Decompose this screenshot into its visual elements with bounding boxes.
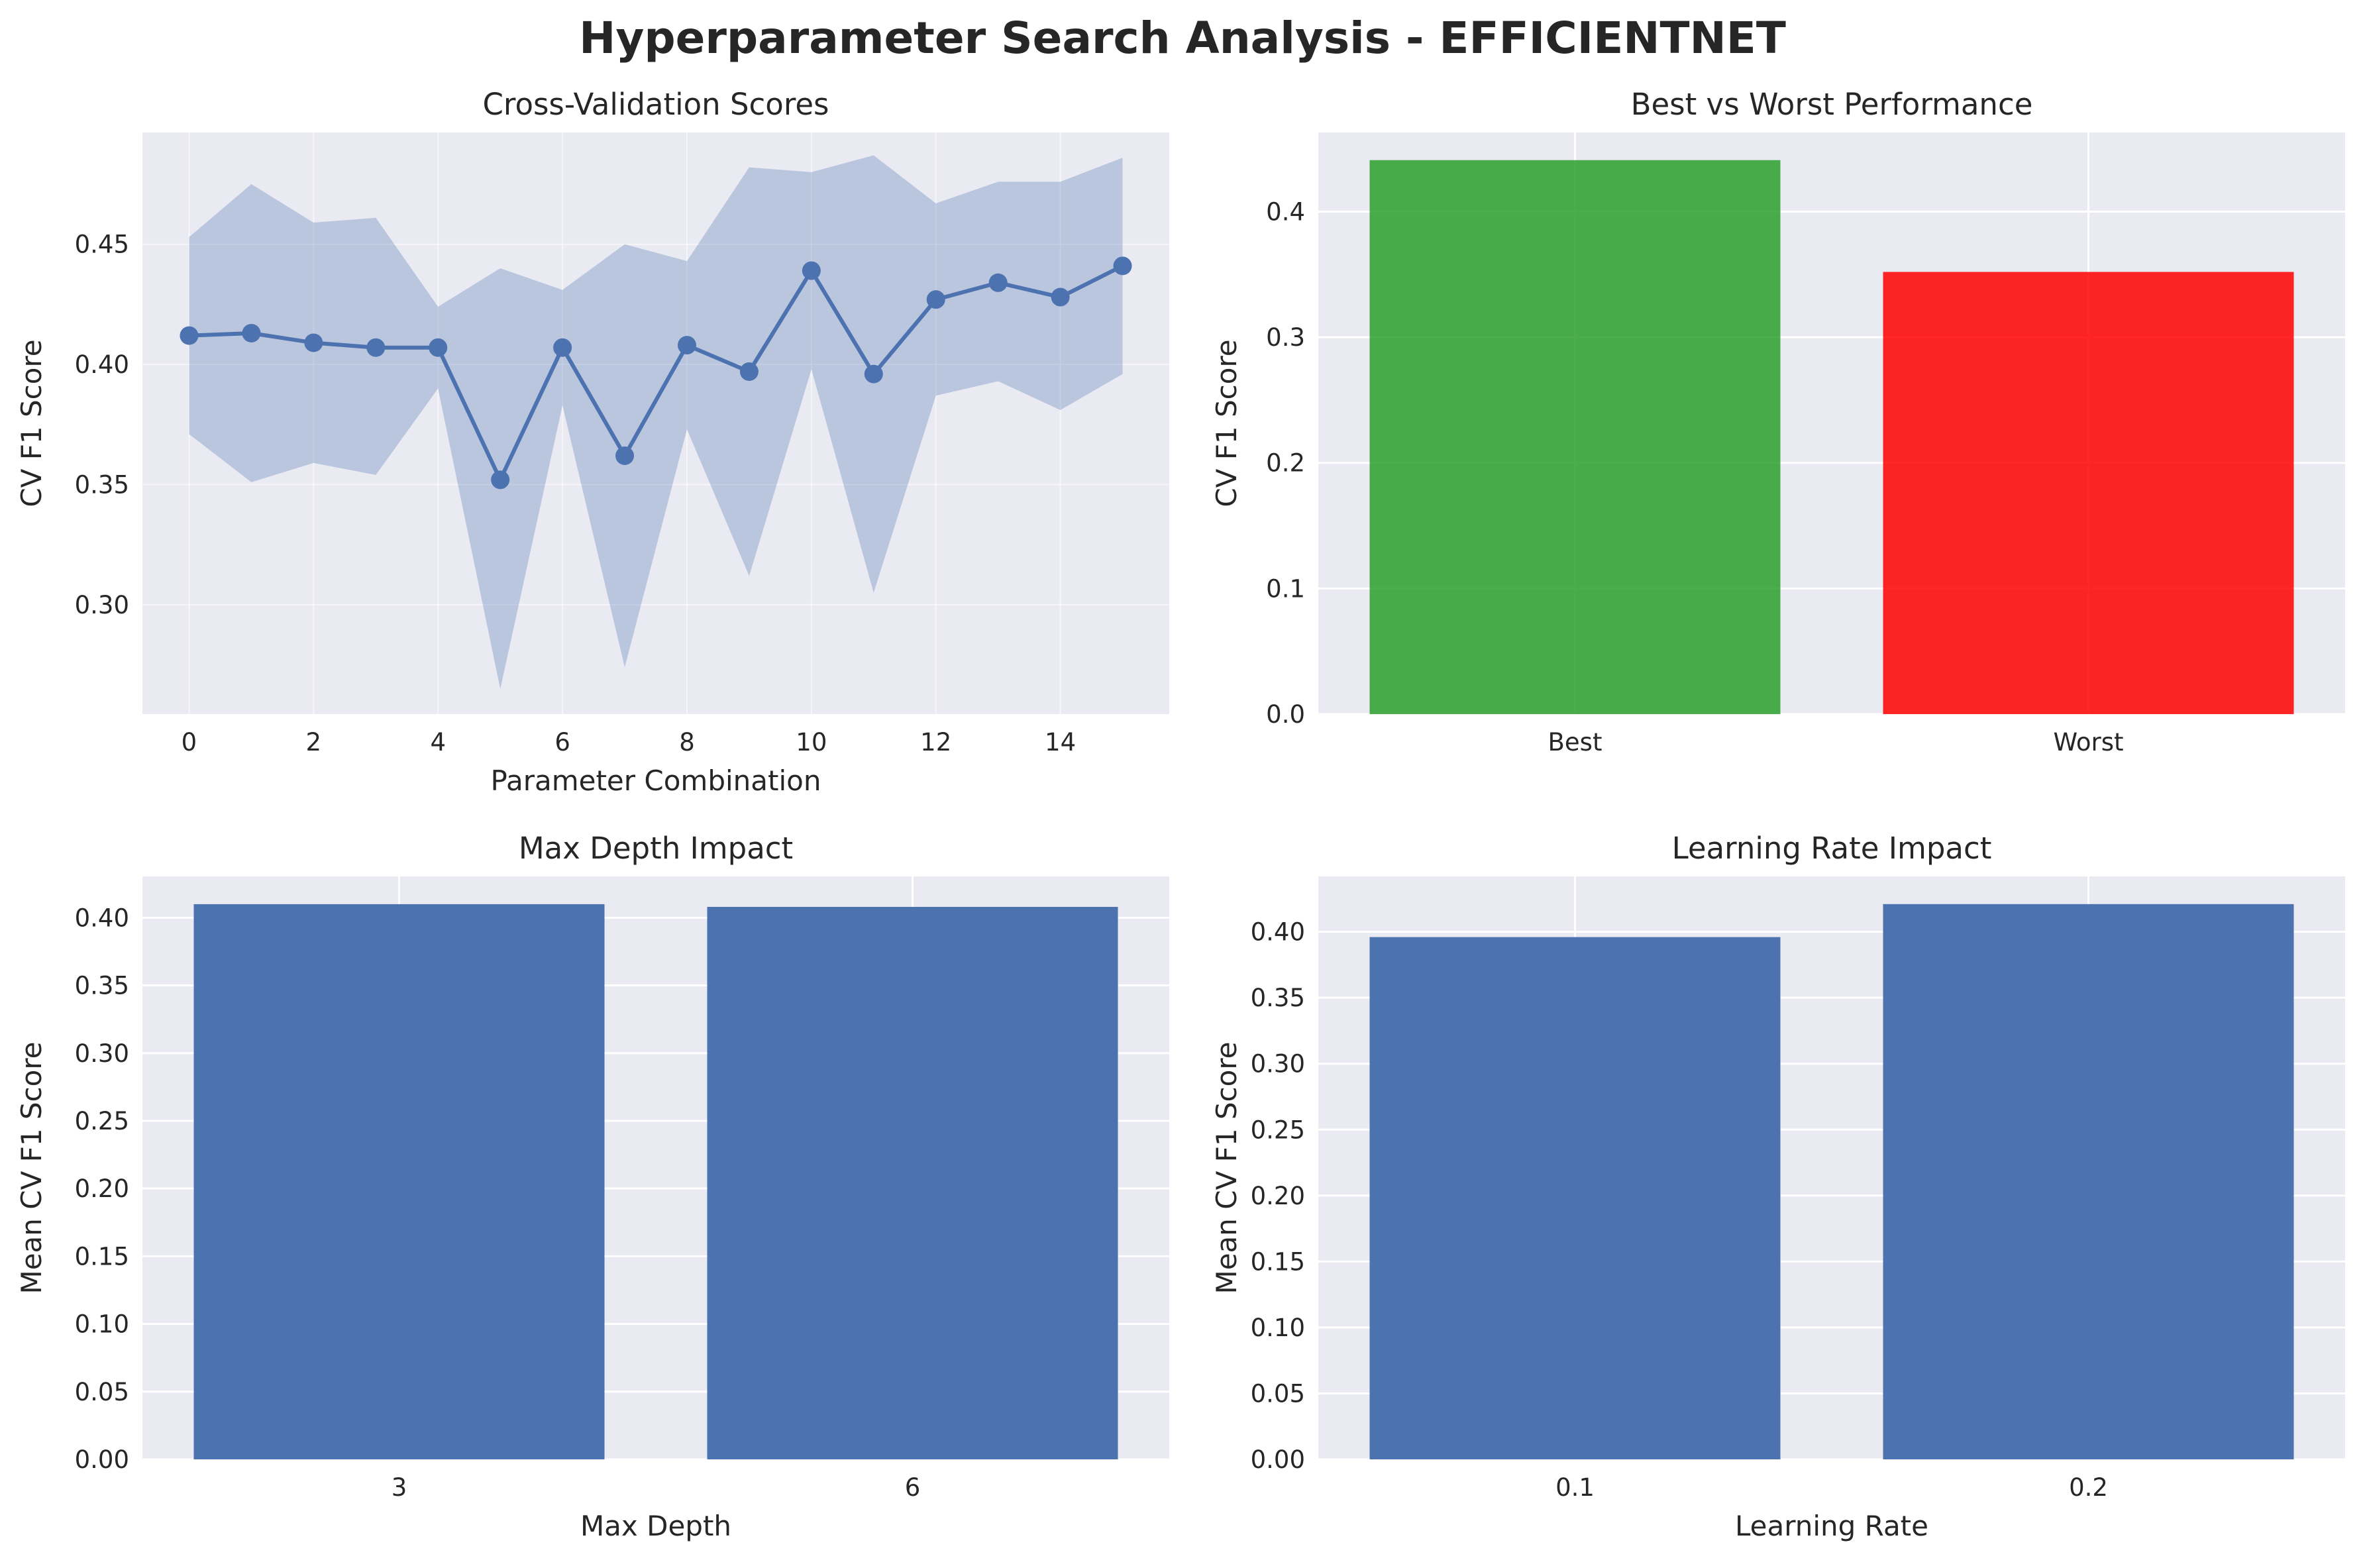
chart-1-data-point — [864, 364, 883, 384]
chart-3-ytick-label: 0.15 — [75, 1242, 129, 1271]
chart-1-data-point — [926, 290, 945, 309]
chart-3-ytick-label: 0.25 — [75, 1107, 129, 1135]
chart-1-xtick-label: 10 — [796, 728, 827, 757]
chart-3-ytick-label: 0.10 — [75, 1310, 129, 1339]
chart-3-bar-3 — [193, 904, 605, 1459]
chart-4-ytick-label: 0.15 — [1251, 1247, 1305, 1276]
chart-1-xtick-label: 12 — [920, 728, 951, 757]
chart-1-std-band — [189, 155, 1123, 689]
chart-1-xtick-label: 8 — [679, 728, 695, 757]
chart-1-data-point — [242, 323, 261, 342]
chart-1-data-point — [304, 333, 323, 352]
chart-3-ytick-label: 0.00 — [75, 1445, 129, 1474]
chart-3-bar-6 — [707, 906, 1118, 1459]
chart-4-xlabel: Learning Rate — [1735, 1510, 1928, 1542]
chart-4-bar-0-2 — [1883, 904, 2294, 1459]
chart-2-panel — [1318, 132, 2345, 715]
chart-1-xtick-label: 6 — [554, 728, 570, 757]
chart-1-data-point — [366, 338, 386, 357]
chart-3-ytick-label: 0.40 — [75, 904, 129, 932]
chart-4-ytick-label: 0.10 — [1251, 1314, 1305, 1342]
chart-1-data-point — [802, 261, 821, 280]
chart-1-xtick-label: 2 — [306, 728, 322, 757]
chart-3-xlabel: Max Depth — [580, 1510, 731, 1542]
chart-1-data-point — [429, 338, 448, 357]
chart-1-data-point — [491, 470, 510, 490]
chart-1-ytick-label: 0.45 — [75, 231, 129, 259]
chart-2-xtick-label: Best — [1548, 728, 1603, 757]
chart-3-xtick-label: 3 — [392, 1473, 407, 1502]
chart-4-ytick-label: 0.05 — [1251, 1379, 1305, 1408]
figure-title: Hyperparameter Search Analysis - EFFICIE… — [579, 13, 1786, 64]
chart-1-panel — [142, 132, 1169, 714]
chart-1-data-point — [615, 446, 635, 465]
chart-4-bar-0-1 — [1369, 937, 1781, 1459]
chart-3-ylabel: Mean CV F1 Score — [15, 1041, 48, 1294]
chart-1-ytick-label: 0.35 — [75, 471, 129, 499]
chart-1-xtick-label: 14 — [1045, 728, 1076, 757]
chart-2-bar-best — [1369, 160, 1781, 714]
chart-3-ytick-label: 0.30 — [75, 1039, 129, 1068]
chart-4-ytick-label: 0.00 — [1251, 1445, 1305, 1474]
chart-1-data-point — [1113, 256, 1132, 276]
chart-3-title: Max Depth Impact — [519, 831, 793, 866]
chart-4-ytick-label: 0.30 — [1251, 1050, 1305, 1078]
chart-2-ytick-label: 0.0 — [1266, 700, 1305, 729]
chart-1-xtick-label: 0 — [182, 728, 197, 757]
chart-1-data-point — [180, 326, 199, 345]
chart-1-data-point — [1051, 287, 1070, 307]
chart-2-ylabel: CV F1 Score — [1210, 339, 1243, 507]
chart-1-data-point — [553, 338, 572, 357]
chart-1-xtick-label: 4 — [430, 728, 446, 757]
chart-4-ytick-label: 0.25 — [1251, 1116, 1305, 1144]
chart-1-data-point — [677, 336, 696, 355]
chart-2-ytick-label: 0.4 — [1266, 197, 1305, 226]
chart-2-ytick-label: 0.1 — [1266, 574, 1305, 603]
chart-1-ytick-label: 0.30 — [75, 591, 129, 619]
chart-1-title: Cross-Validation Scores — [483, 87, 829, 122]
chart-2-ytick-label: 0.3 — [1266, 323, 1305, 352]
chart-4-panel — [1318, 876, 2345, 1461]
chart-2-ytick-label: 0.2 — [1266, 449, 1305, 478]
chart-3-xtick-label: 6 — [905, 1473, 921, 1502]
chart-1-xlabel: Parameter Combination — [491, 764, 821, 797]
chart-1-data-point — [739, 362, 759, 381]
chart-4-xtick-label: 0.2 — [2069, 1473, 2108, 1502]
chart-4-ytick-label: 0.40 — [1251, 918, 1305, 947]
chart-4-ylabel: Mean CV F1 Score — [1210, 1041, 1243, 1294]
chart-2-title: Best vs Worst Performance — [1631, 87, 2033, 122]
chart-3-ytick-label: 0.05 — [75, 1378, 129, 1406]
chart-4-xtick-label: 0.1 — [1555, 1473, 1595, 1502]
chart-1-ytick-label: 0.40 — [75, 350, 129, 379]
chart-4-ytick-label: 0.20 — [1251, 1182, 1305, 1210]
chart-1-series-line — [189, 264, 1124, 482]
chart-2-xtick-label: Worst — [2053, 728, 2123, 757]
chart-3-ytick-label: 0.35 — [75, 972, 129, 1000]
chart-4-ytick-label: 0.35 — [1251, 984, 1305, 1012]
chart-1-ylabel: CV F1 Score — [15, 339, 48, 507]
chart-3-ytick-label: 0.20 — [75, 1175, 129, 1203]
chart-4-title: Learning Rate Impact — [1672, 831, 1992, 866]
chart-2-bar-worst — [1883, 272, 2294, 714]
chart-1-data-point — [988, 273, 1008, 292]
chart-3-panel — [142, 876, 1169, 1461]
